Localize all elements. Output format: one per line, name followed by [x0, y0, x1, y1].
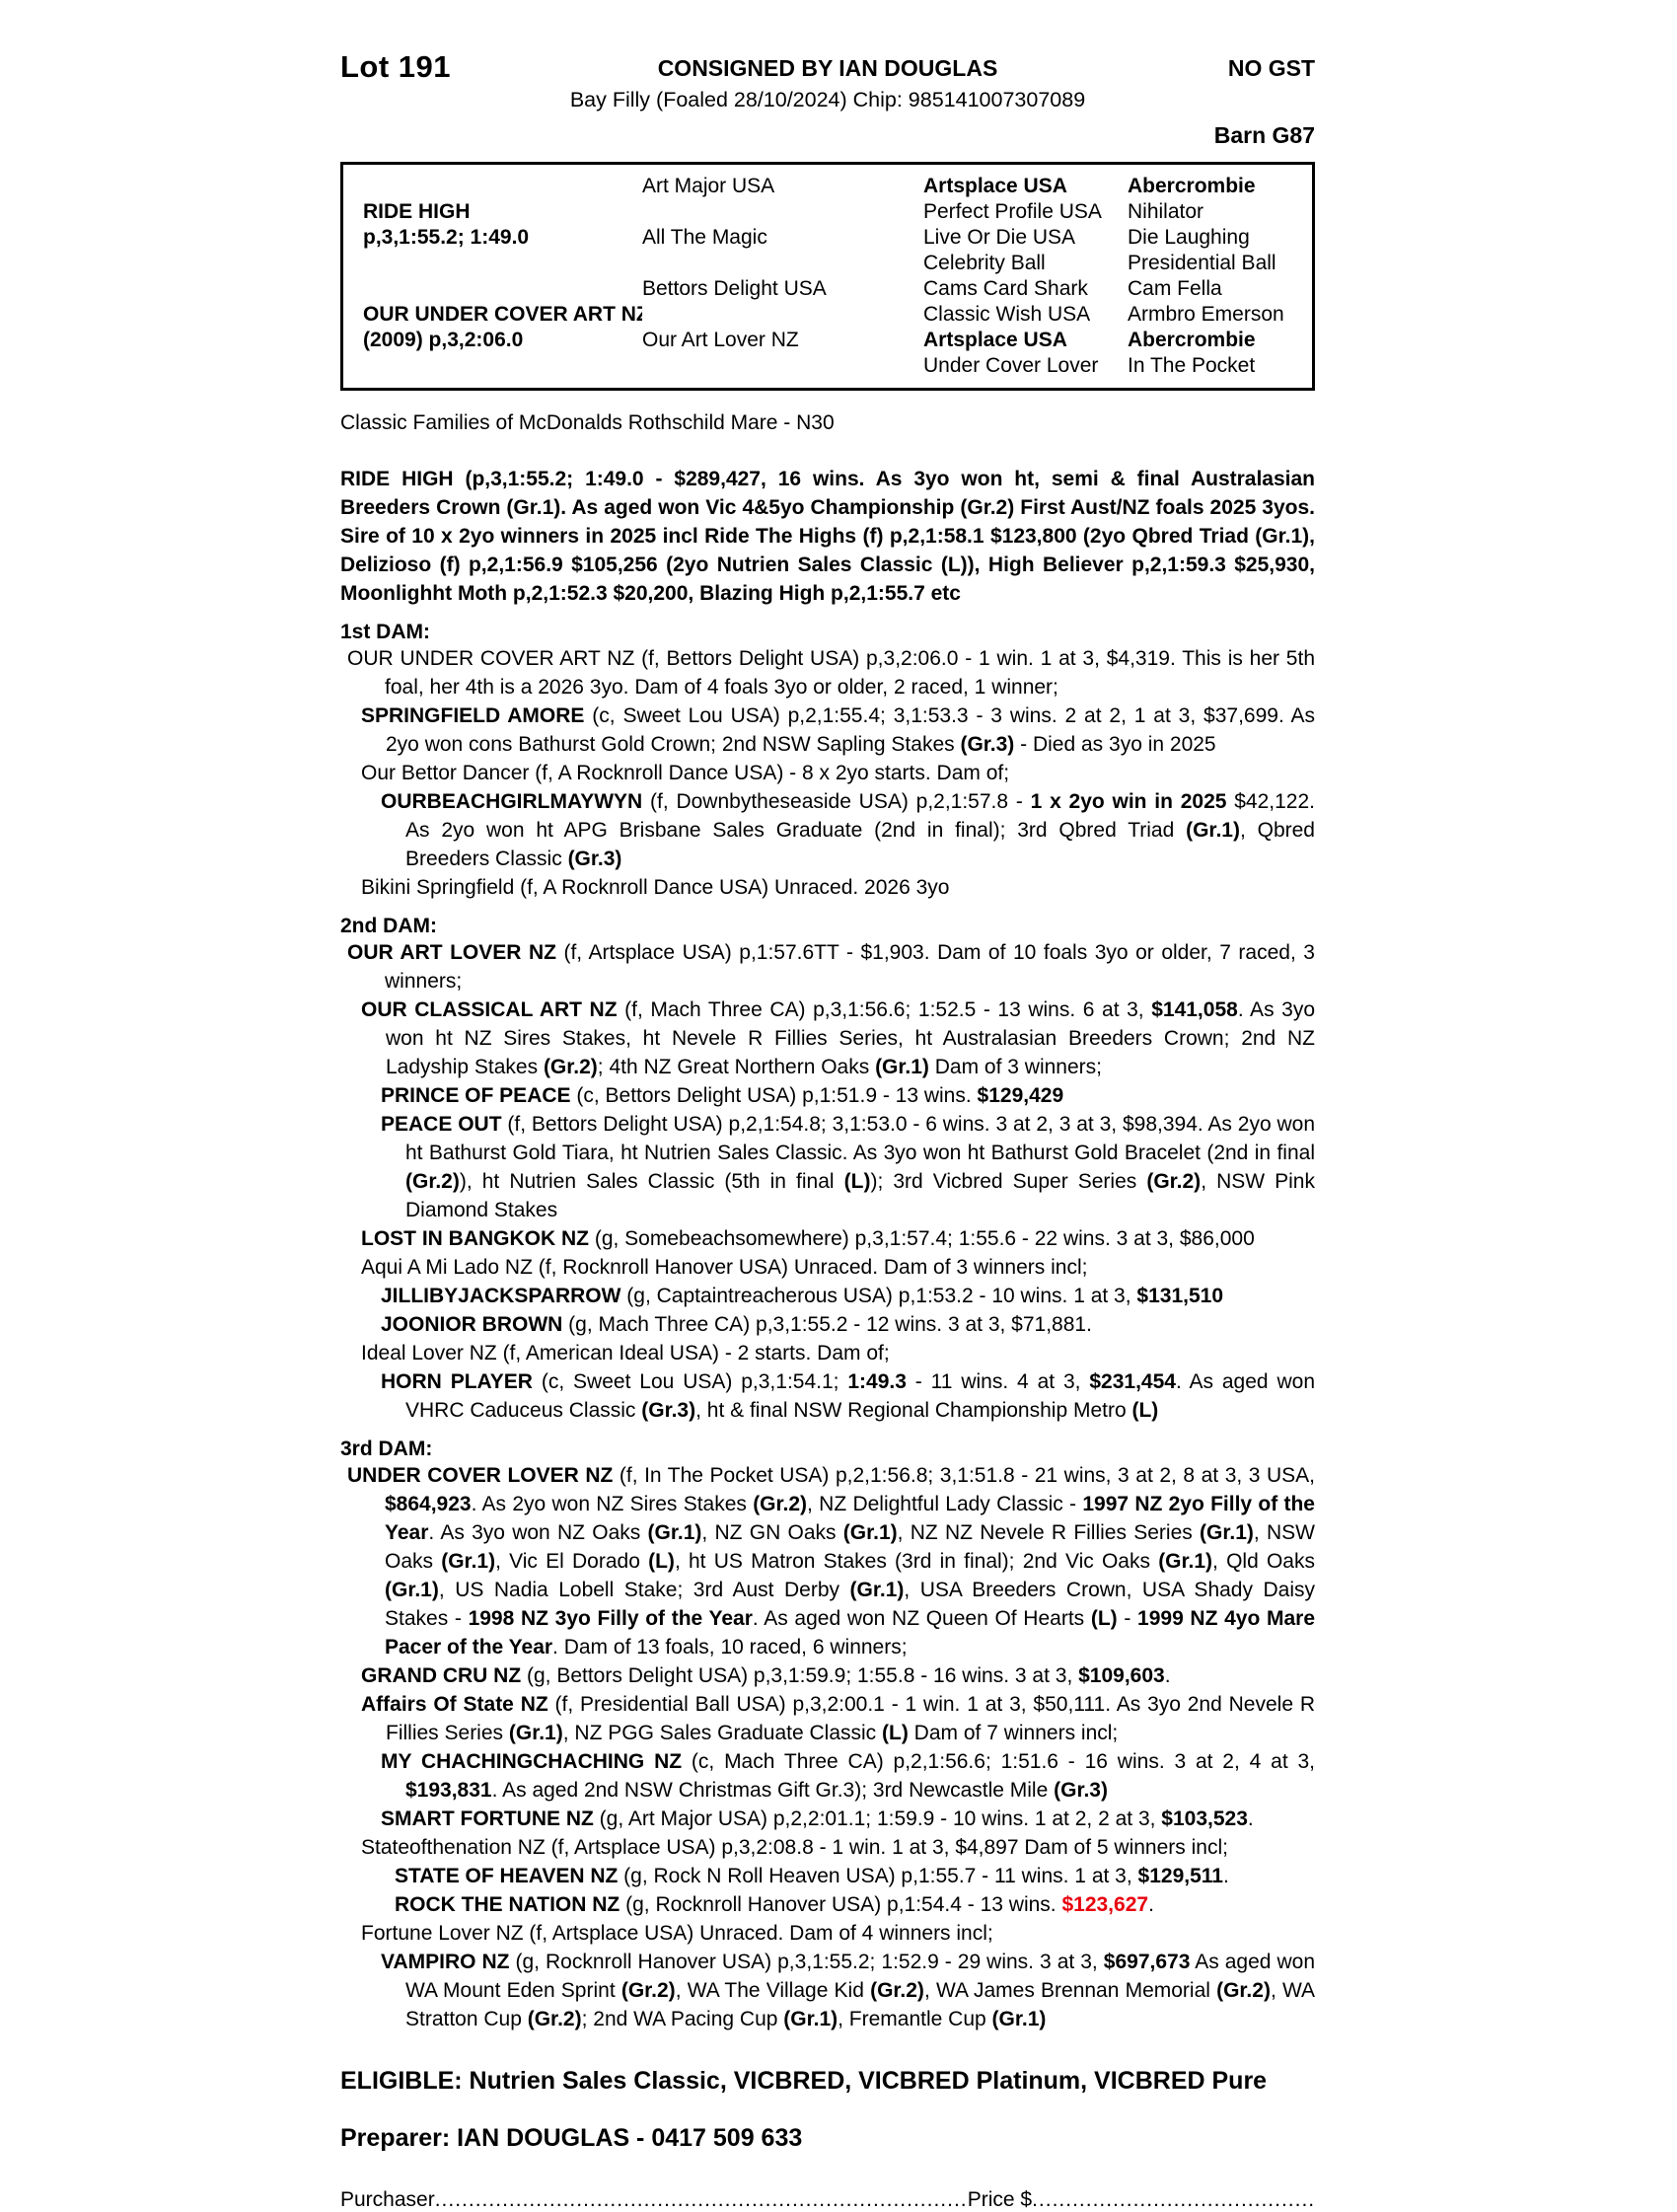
- pedigree-row: Art Major USA Artsplace USA Abercrombie: [363, 174, 1306, 199]
- barn-label: Barn G87: [1213, 122, 1315, 148]
- dam-section-2-heading: 2nd DAM:: [340, 915, 437, 937]
- pedigree-row: RIDE HIGH Perfect Profile USA Nihilator: [363, 199, 1306, 225]
- pedigree-cell: Live Or Die USA: [923, 226, 1076, 249]
- pedigree-cell-sire: Art Major USA: [642, 175, 775, 197]
- purchaser-dotted-line: ........................................…: [434, 2188, 968, 2211]
- pedigree-cell: In The Pocket: [1128, 354, 1256, 377]
- pedigree-entry: JOONIOR BROWN (g, Mach Three CA) p,3,1:5…: [381, 1313, 1092, 1336]
- pedigree-entry: UNDER COVER LOVER NZ (f, In The Pocket U…: [347, 1464, 1315, 1659]
- pedigree-entry: Our Bettor Dancer (f, A Rocknroll Dance …: [361, 762, 1010, 784]
- pedigree-cell: Abercrombie: [1128, 175, 1256, 197]
- pedigree-entry: Ideal Lover NZ (f, American Ideal USA) -…: [361, 1342, 890, 1364]
- dam-section-1-heading: 1st DAM:: [340, 621, 431, 643]
- pedigree-cell: Perfect Profile USA: [923, 200, 1102, 223]
- pedigree-cell-sire-name: RIDE HIGH: [363, 200, 471, 223]
- pedigree-cell-sire-record: p,3,1:55.2; 1:49.0: [363, 226, 530, 249]
- pedigree-entry: Aqui A Mi Lado NZ (f, Rocknroll Hanover …: [361, 1256, 1088, 1279]
- pedigree-cell: Artsplace USA: [923, 329, 1067, 351]
- pedigree-entry: VAMPIRO NZ (g, Rocknroll Hanover USA) p,…: [381, 1951, 1316, 2030]
- pedigree-cell: Artsplace USA: [923, 175, 1067, 197]
- pedigree-entry: Fortune Lover NZ (f, Artsplace USA) Unra…: [361, 1922, 993, 1945]
- pedigree-entry: HORN PLAYER (c, Sweet Lou USA) p,3,1:54.…: [381, 1370, 1315, 1422]
- pedigree-entry: OUR CLASSICAL ART NZ (f, Mach Three CA) …: [361, 998, 1316, 1078]
- pedigree-entry: Stateofthenation NZ (f, Artsplace USA) p…: [361, 1836, 1228, 1859]
- pedigree-cell: All The Magic: [642, 226, 767, 249]
- pedigree-entry: SPRINGFIELD AMORE (c, Sweet Lou USA) p,2…: [361, 704, 1315, 756]
- pedigree-entry: Bikini Springfield (f, A Rocknroll Dance…: [361, 876, 950, 899]
- lot-number: Lot 191: [340, 49, 452, 84]
- catalogue-page: Lot 191 CONSIGNED BY IAN DOUGLAS NO GST …: [340, 49, 1315, 2212]
- header-row: Lot 191 CONSIGNED BY IAN DOUGLAS NO GST: [340, 49, 1315, 85]
- pedigree-entry: OUR ART LOVER NZ (f, Artsplace USA) p,1:…: [347, 941, 1315, 993]
- purchaser-price-line: Purchaser ..............................…: [340, 2188, 1315, 2212]
- pedigree-entry: SMART FORTUNE NZ (g, Art Major USA) p,2,…: [381, 1807, 1254, 1830]
- pedigree-row: Celebrity Ball Presidential Ball: [363, 251, 1306, 276]
- pedigree-row: Under Cover Lover In The Pocket: [363, 353, 1306, 379]
- pedigree-row: Bettors Delight USA Cams Card Shark Cam …: [363, 276, 1306, 302]
- price-label: Price $: [967, 2188, 1033, 2211]
- sire-summary: RIDE HIGH (p,3,1:55.2; 1:49.0 - $289,427…: [340, 468, 1315, 605]
- pedigree-entry: STATE OF HEAVEN NZ (g, Rock N Roll Heave…: [395, 1865, 1229, 1887]
- pedigree-cell: Nihilator: [1128, 200, 1204, 223]
- pedigree-entry: OURBEACHGIRLMAYWYN (f, Downbytheseaside …: [381, 790, 1315, 870]
- pedigree-cell: Abercrombie: [1128, 329, 1256, 351]
- pedigree-entry: JILLIBYJACKSPARROW (g, Captaintreacherou…: [381, 1285, 1224, 1307]
- pedigree-entry: Affairs Of State NZ (f, Presidential Bal…: [361, 1693, 1315, 1744]
- pedigree-cell-dam-sire: Bettors Delight USA: [642, 277, 827, 300]
- pedigree-cell: Cams Card Shark: [923, 277, 1088, 300]
- classic-families-note: Classic Families of McDonalds Rothschild…: [340, 411, 835, 434]
- pedigree-entry: GRAND CRU NZ (g, Bettors Delight USA) p,…: [361, 1664, 1171, 1687]
- pedigree-row: OUR UNDER COVER ART NZ Classic Wish USA …: [363, 302, 1306, 328]
- pedigree-cell: Celebrity Ball: [923, 252, 1046, 274]
- pedigree-cell: Die Laughing: [1128, 226, 1250, 249]
- purchaser-label: Purchaser: [340, 2188, 435, 2211]
- pedigree-entry: PEACE OUT (f, Bettors Delight USA) p,2,1…: [381, 1113, 1315, 1221]
- pedigree-entry: ROCK THE NATION NZ (g, Rocknroll Hanover…: [395, 1893, 1154, 1916]
- preparer-line: Preparer: IAN DOUGLAS - 0417 509 633: [340, 2124, 803, 2152]
- pedigree-entry: OUR UNDER COVER ART NZ (f, Bettors Delig…: [347, 647, 1315, 699]
- pedigree-entry: MY CHACHINGCHACHING NZ (c, Mach Three CA…: [381, 1750, 1315, 1802]
- pedigree-cell: Cam Fella: [1128, 277, 1222, 300]
- pedigree-row: p,3,1:55.2; 1:49.0 All The Magic Live Or…: [363, 225, 1306, 251]
- pedigree-cell-dam-record: (2009) p,3,2:06.0: [363, 329, 524, 351]
- pedigree-table: Art Major USA Artsplace USA Abercrombie …: [340, 162, 1315, 391]
- pedigree-row: (2009) p,3,2:06.0 Our Art Lover NZ Artsp…: [363, 328, 1306, 353]
- pedigree-cell: Armbro Emerson: [1128, 303, 1284, 326]
- eligibility-line: ELIGIBLE: Nutrien Sales Classic, VICBRED…: [340, 2067, 1268, 2095]
- pedigree-cell: Our Art Lover NZ: [642, 329, 799, 351]
- consignor-title: CONSIGNED BY IAN DOUGLAS: [657, 55, 998, 81]
- gst-status-label: NO GST: [1227, 55, 1315, 81]
- price-dotted-line: ........................................…: [1032, 2188, 1315, 2211]
- pedigree-cell: Classic Wish USA: [923, 303, 1091, 326]
- foaling-info: Bay Filly (Foaled 28/10/2024) Chip: 9851…: [569, 88, 1086, 111]
- pedigree-cell: Presidential Ball: [1128, 252, 1276, 274]
- pedigree-cell-dam-name: OUR UNDER COVER ART NZ: [363, 303, 642, 326]
- pedigree-entry: LOST IN BANGKOK NZ (g, Somebeachsomewher…: [361, 1227, 1255, 1250]
- pedigree-cell: Under Cover Lover: [923, 354, 1099, 377]
- pedigree-entry: PRINCE OF PEACE (c, Bettors Delight USA)…: [381, 1084, 1064, 1107]
- dam-section-3-heading: 3rd DAM:: [340, 1438, 433, 1460]
